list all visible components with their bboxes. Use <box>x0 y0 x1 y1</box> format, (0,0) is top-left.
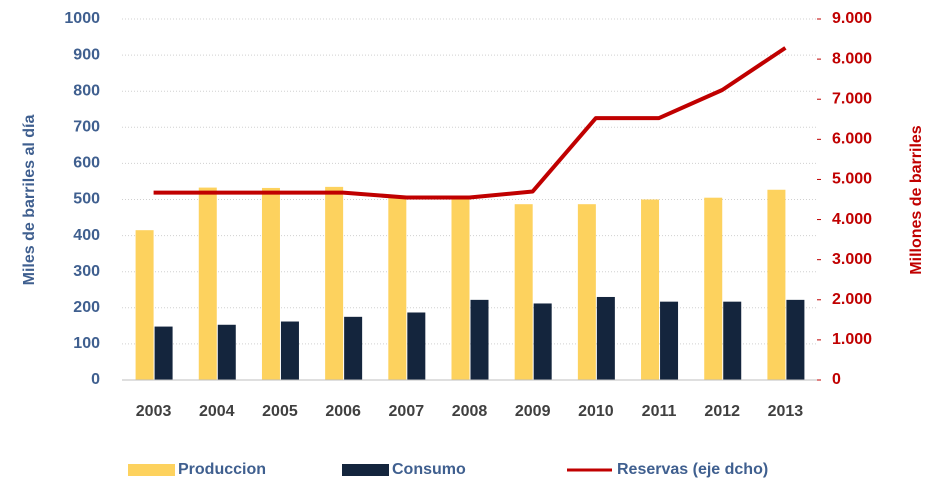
legend-label: Produccion <box>178 461 266 478</box>
y-tick-label: 800 <box>73 82 100 99</box>
line-series <box>153 46 787 200</box>
x-tick-label: 2013 <box>768 403 804 420</box>
y2-axis-label: Millones de barriles <box>908 125 925 274</box>
bar <box>704 197 723 380</box>
legend-label: Consumo <box>392 461 466 478</box>
y-tick-label: 1000 <box>64 10 100 27</box>
y2-tick-label: 4.000 <box>832 211 872 228</box>
legend-swatch <box>342 464 389 476</box>
y2-tick-label: 0 <box>832 371 841 388</box>
y-tick-label: 900 <box>73 46 100 63</box>
y2-tick-label: 7.000 <box>832 90 872 107</box>
x-tick-label: 2006 <box>325 403 361 420</box>
x-tick-label: 2012 <box>704 403 740 420</box>
bar <box>533 303 552 380</box>
bar <box>407 312 426 380</box>
bar <box>280 321 299 380</box>
bar <box>344 316 363 380</box>
bar <box>514 204 533 380</box>
x-tick-label: 2004 <box>199 403 235 420</box>
x-tick-label: 2005 <box>262 403 298 420</box>
bar <box>786 299 805 380</box>
legend-label: Reservas (eje dcho) <box>617 461 768 478</box>
bar <box>470 299 489 380</box>
y-tick-label: 0 <box>91 371 100 388</box>
y-tick-label: 700 <box>73 119 100 136</box>
y-axis-label: Miles de barriles al día <box>21 115 38 286</box>
bar <box>767 189 786 380</box>
y2-tick-label: 5.000 <box>832 171 872 188</box>
bar <box>577 204 596 380</box>
bar <box>325 186 344 380</box>
x-tick-label: 2010 <box>578 403 614 420</box>
bar <box>135 230 154 380</box>
bar <box>596 296 615 380</box>
y-tick-label: 300 <box>73 263 100 280</box>
x-tick-label: 2011 <box>642 403 677 420</box>
bar <box>388 195 407 380</box>
y2-tick-label: 2.000 <box>832 291 872 308</box>
legend-swatch <box>128 464 175 476</box>
bar <box>641 199 660 380</box>
y2-tick-label: 1.000 <box>832 331 872 348</box>
y-tick-label: 400 <box>73 227 100 244</box>
bar <box>217 324 236 380</box>
x-tick-label: 2008 <box>452 403 488 420</box>
bar <box>154 326 173 380</box>
y2-tick-label: 6.000 <box>832 131 872 148</box>
bar <box>451 197 470 380</box>
y-tick-label: 500 <box>73 191 100 208</box>
bar <box>198 187 217 380</box>
y-tick-label: 100 <box>73 335 100 352</box>
bar <box>660 301 679 380</box>
x-tick-label: 2009 <box>515 403 551 420</box>
y-tick-label: 200 <box>73 299 100 316</box>
bar <box>261 187 280 380</box>
y2-tick-label: 8.000 <box>832 50 872 67</box>
y2-tick-label: 9.000 <box>832 10 872 27</box>
bar <box>723 301 742 380</box>
x-tick-label: 2007 <box>389 403 425 420</box>
y2-tick-label: 3.000 <box>832 251 872 268</box>
x-tick-label: 2003 <box>136 403 172 420</box>
y-tick-label: 600 <box>73 155 100 172</box>
